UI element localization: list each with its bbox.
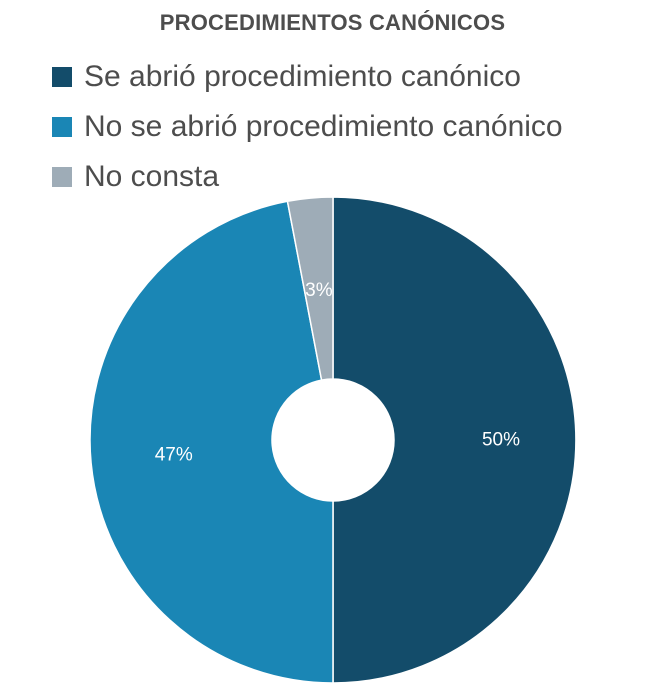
slice-label-not-opened: 47% [155,445,193,466]
legend-label-unknown: No consta [84,160,220,193]
slice-not-opened [89,200,334,684]
legend-swatch-unknown [52,167,72,187]
legend-item-opened: Se abrió procedimiento canónico [52,52,563,102]
legend-swatch-not-opened [52,117,72,137]
legend-item-unknown: No consta [52,152,563,202]
legend-label-opened: Se abrió procedimiento canónico [84,60,521,93]
legend-item-not-opened: No se abrió procedimiento canónico [52,102,563,152]
slice-label-opened: 50% [482,430,520,451]
slice-labels: 50% 47% 3% [155,280,520,465]
chart-legend: Se abrió procedimiento canónico No se ab… [52,52,563,202]
legend-swatch-opened [52,67,72,87]
legend-label-not-opened: No se abrió procedimiento canónico [84,110,563,143]
chart-title: PROCEDIMIENTOS CANÓNICOS [159,10,506,35]
slice-unknown [286,196,334,381]
donut-slices [89,196,577,684]
slice-label-unknown: 3% [305,280,333,301]
slice-opened [332,196,577,684]
